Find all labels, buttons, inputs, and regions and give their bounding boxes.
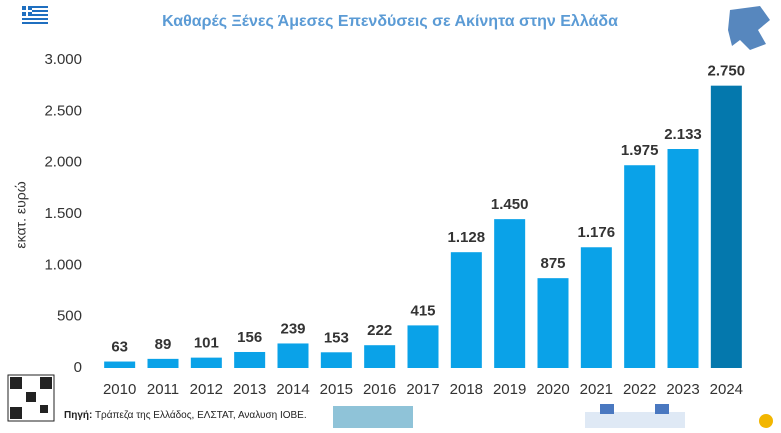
x-tick-label: 2010 bbox=[103, 381, 136, 398]
value-label: 1.450 bbox=[491, 196, 529, 213]
x-tick-label: 2015 bbox=[320, 381, 353, 398]
value-label: 89 bbox=[155, 336, 172, 353]
y-tick-label: 1.500 bbox=[44, 205, 82, 222]
x-tick-label: 2020 bbox=[536, 381, 569, 398]
source: Πηγή: Τράπεζα της Ελλάδος, ΕΛΣΤΑΤ, Αναλυ… bbox=[64, 409, 307, 421]
y-tick-label: 2.500 bbox=[44, 102, 82, 119]
bar bbox=[624, 165, 656, 368]
church-image bbox=[585, 404, 685, 428]
greece-map bbox=[728, 6, 770, 50]
value-label: 222 bbox=[367, 322, 392, 339]
value-label: 153 bbox=[324, 329, 349, 346]
x-tick-label: 2017 bbox=[406, 381, 439, 398]
bar bbox=[104, 361, 136, 368]
value-label: 875 bbox=[540, 255, 565, 272]
bar bbox=[277, 343, 309, 368]
x-tick-label: 2018 bbox=[450, 381, 483, 398]
x-tick-label: 2012 bbox=[190, 381, 223, 398]
bar bbox=[580, 247, 612, 368]
value-label: 1.176 bbox=[578, 224, 616, 241]
bar bbox=[234, 351, 266, 368]
x-tick-label: 2014 bbox=[276, 381, 309, 398]
value-label: 1.975 bbox=[621, 142, 659, 159]
value-label: 156 bbox=[237, 329, 262, 346]
x-tick-label: 2019 bbox=[493, 381, 526, 398]
bar bbox=[494, 219, 526, 368]
chart-title: Καθαρές Ξένες Άμεσες Επενδύσεις σε Ακίνη… bbox=[162, 13, 618, 30]
greek-flag bbox=[22, 6, 48, 24]
bar bbox=[407, 325, 439, 368]
bar bbox=[364, 345, 396, 368]
value-label: 63 bbox=[111, 339, 128, 356]
y-tick-label: 1.000 bbox=[44, 256, 82, 273]
bar bbox=[450, 252, 482, 368]
bar bbox=[190, 357, 222, 368]
y-tick-label: 2.000 bbox=[44, 154, 82, 171]
x-tick-label: 2022 bbox=[623, 381, 656, 398]
bar bbox=[667, 149, 699, 368]
x-tick-label: 2011 bbox=[147, 381, 179, 398]
source-label: Πηγή: bbox=[64, 410, 92, 421]
photo bbox=[333, 406, 413, 428]
value-label: 2.750 bbox=[708, 63, 746, 80]
y-axis-label: εκατ. ευρώ bbox=[13, 181, 29, 248]
bar bbox=[320, 352, 352, 368]
bar bbox=[710, 85, 742, 369]
value-label: 239 bbox=[280, 320, 305, 337]
y-tick-label: 3.000 bbox=[44, 51, 82, 68]
logo bbox=[759, 414, 773, 428]
source-text: Τράπεζα της Ελλάδος, ΕΛΣΤΑΤ, Αναλυση ΙΟΒ… bbox=[95, 409, 307, 421]
value-label: 2.133 bbox=[664, 126, 702, 143]
qr-code bbox=[7, 374, 55, 422]
y-tick-label: 500 bbox=[57, 308, 82, 325]
bar bbox=[537, 278, 569, 368]
y-tick-label: 0 bbox=[74, 359, 82, 376]
value-label: 1.128 bbox=[448, 229, 486, 246]
x-tick-label: 2023 bbox=[666, 381, 699, 398]
value-label: 101 bbox=[194, 335, 219, 352]
value-label: 415 bbox=[410, 302, 435, 319]
x-tick-label: 2013 bbox=[233, 381, 266, 398]
x-tick-label: 2024 bbox=[710, 381, 743, 398]
x-tick-label: 2021 bbox=[580, 381, 613, 398]
bar bbox=[147, 358, 179, 368]
x-tick-label: 2016 bbox=[363, 381, 396, 398]
